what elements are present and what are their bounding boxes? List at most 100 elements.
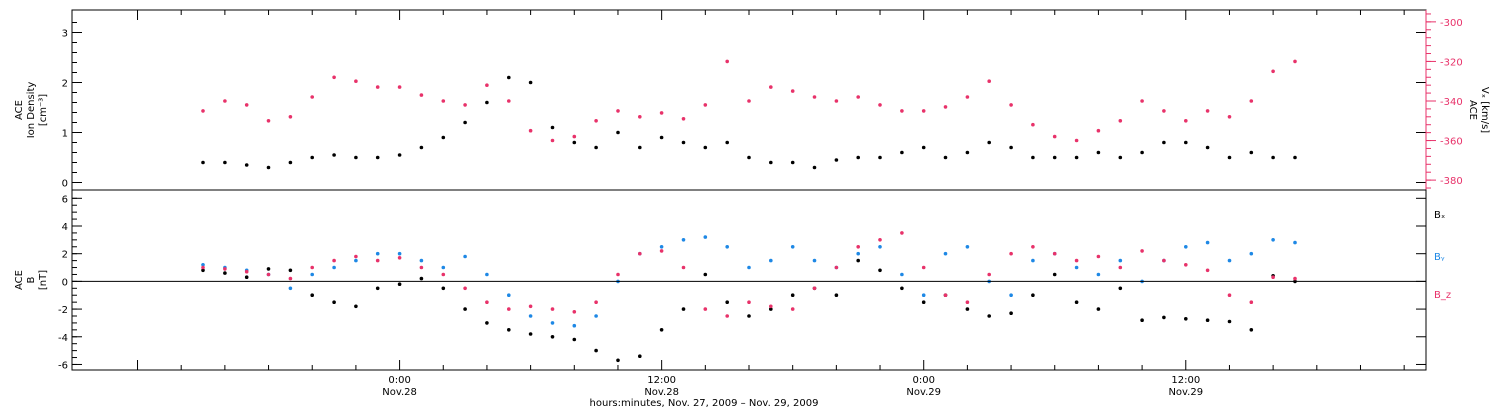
density-point	[1140, 150, 1144, 155]
vx-point	[1052, 134, 1057, 139]
x-axis-label: hours:minutes, Nov. 27, 2009 – Nov. 29, …	[590, 398, 819, 409]
density-point	[965, 150, 970, 155]
top-right-tick-label: -320	[1440, 57, 1463, 68]
vx-point	[1031, 122, 1035, 127]
b-field-point	[419, 265, 424, 270]
b-field-point	[790, 293, 795, 298]
legend-entry: Bₓ	[1434, 210, 1445, 221]
top-left-tick-label: 2	[62, 79, 68, 90]
b-field-point	[1184, 317, 1188, 321]
b-field-point	[725, 245, 729, 249]
density-point	[856, 155, 860, 160]
density-point	[681, 140, 686, 145]
density-series-0	[201, 75, 1297, 170]
bottom-data-layer	[201, 231, 1297, 363]
density-point	[375, 155, 380, 160]
b-field-point	[528, 314, 533, 318]
b-field-series-1	[201, 235, 1297, 328]
b-field-point	[288, 286, 293, 291]
density-point	[769, 160, 773, 165]
b-field-point	[507, 328, 511, 332]
b-field-point	[463, 307, 467, 311]
b-field-point	[223, 271, 227, 275]
density-point	[1293, 155, 1297, 160]
b-field-point	[528, 304, 533, 309]
b-field-point	[659, 245, 664, 249]
vx-point	[594, 119, 598, 123]
b-field-point	[681, 238, 686, 242]
vx-point	[441, 99, 446, 103]
top-left-tick-label: 0	[62, 179, 68, 190]
vx-point	[223, 99, 227, 103]
vx-point	[1205, 109, 1210, 113]
b-field-point	[1031, 258, 1035, 263]
density-point	[1271, 155, 1275, 160]
density-point	[834, 158, 839, 162]
vx-point	[1140, 99, 1144, 103]
density-point	[1162, 140, 1166, 145]
vx-point	[419, 93, 424, 97]
x-axis: 0:00Nov.2812:00Nov.280:00Nov.2912:00Nov.…	[137, 10, 1405, 398]
b-field-point	[1205, 318, 1210, 323]
vx-point	[1249, 99, 1254, 103]
vx-point	[878, 103, 882, 107]
vx-point	[812, 95, 817, 99]
x-tick-date: Nov.28	[644, 387, 679, 398]
b-field-point	[1249, 328, 1254, 332]
vx-point	[507, 99, 511, 103]
b-field-series-0	[201, 258, 1297, 363]
density-point	[1227, 155, 1232, 160]
b-field-point	[572, 337, 577, 342]
top-right-axis: -300 -320 -340 -360 -380	[1425, 10, 1463, 190]
bottom-tick-label: 4	[62, 222, 68, 233]
top-right-tick-label: -380	[1440, 176, 1463, 187]
b-field-point	[856, 258, 860, 263]
b-field-point	[987, 314, 991, 318]
b-field-point	[572, 310, 577, 314]
vx-point	[266, 119, 271, 123]
b-field-point	[397, 251, 402, 256]
vx-point	[965, 95, 970, 99]
b-field-point	[550, 321, 555, 325]
vx-point	[1227, 115, 1232, 119]
b-field-point	[703, 307, 708, 311]
vx-point	[1271, 69, 1275, 74]
density-point	[550, 125, 555, 130]
b-field-point	[223, 267, 227, 271]
density-point	[1184, 140, 1188, 145]
density-point	[987, 140, 991, 145]
top-left-ylabel-line1: ACE	[14, 100, 25, 120]
b-field-point	[921, 265, 926, 270]
b-field-point	[594, 348, 598, 353]
density-point	[921, 145, 926, 150]
b-field-point	[1227, 319, 1232, 324]
density-point	[572, 140, 577, 145]
density-point	[1074, 155, 1079, 160]
b-field-point	[856, 245, 860, 249]
b-field-point	[921, 300, 926, 305]
b-field-point	[1227, 293, 1232, 298]
vx-point	[485, 83, 489, 87]
top-right-tick-label: -340	[1440, 97, 1463, 108]
b-field-point	[288, 276, 293, 281]
vx-point	[659, 111, 664, 115]
vx-point	[310, 95, 315, 99]
vx-point	[1074, 138, 1079, 143]
bottom-tick-label: 0	[62, 277, 68, 288]
b-field-point	[266, 267, 271, 271]
b-field-point	[1031, 245, 1035, 249]
density-point	[463, 120, 467, 125]
density-point	[266, 165, 271, 170]
bottom-ylabel-line3: [nT]	[38, 270, 49, 290]
b-field-point	[332, 300, 336, 305]
density-point	[1052, 155, 1057, 160]
b-field-point	[1096, 307, 1101, 311]
vx-point	[834, 99, 839, 103]
b-field-point	[375, 251, 380, 256]
density-point	[594, 145, 598, 150]
x-tick-date: Nov.29	[906, 387, 941, 398]
b-field-point	[1074, 258, 1079, 263]
b-field-point	[616, 358, 620, 363]
